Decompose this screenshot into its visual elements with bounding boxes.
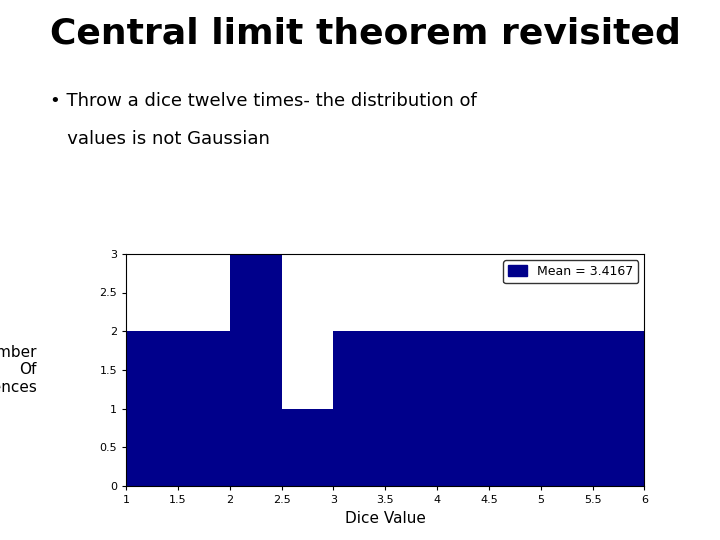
Bar (385, 331, 437, 486)
Bar (333, 331, 385, 486)
Text: values is not Gaussian: values is not Gaussian (50, 130, 270, 147)
Bar (230, 254, 282, 486)
Y-axis label: Number
Of
Occurrences: Number Of Occurrences (0, 345, 37, 395)
Text: Central limit theorem revisited: Central limit theorem revisited (50, 16, 681, 50)
Bar (282, 409, 333, 486)
Bar (126, 331, 230, 486)
Legend: Mean = 3.4167: Mean = 3.4167 (503, 260, 638, 283)
Text: • Throw a dice twelve times- the distribution of: • Throw a dice twelve times- the distrib… (50, 92, 477, 110)
X-axis label: Dice Value: Dice Value (345, 511, 426, 525)
Bar (437, 331, 644, 486)
